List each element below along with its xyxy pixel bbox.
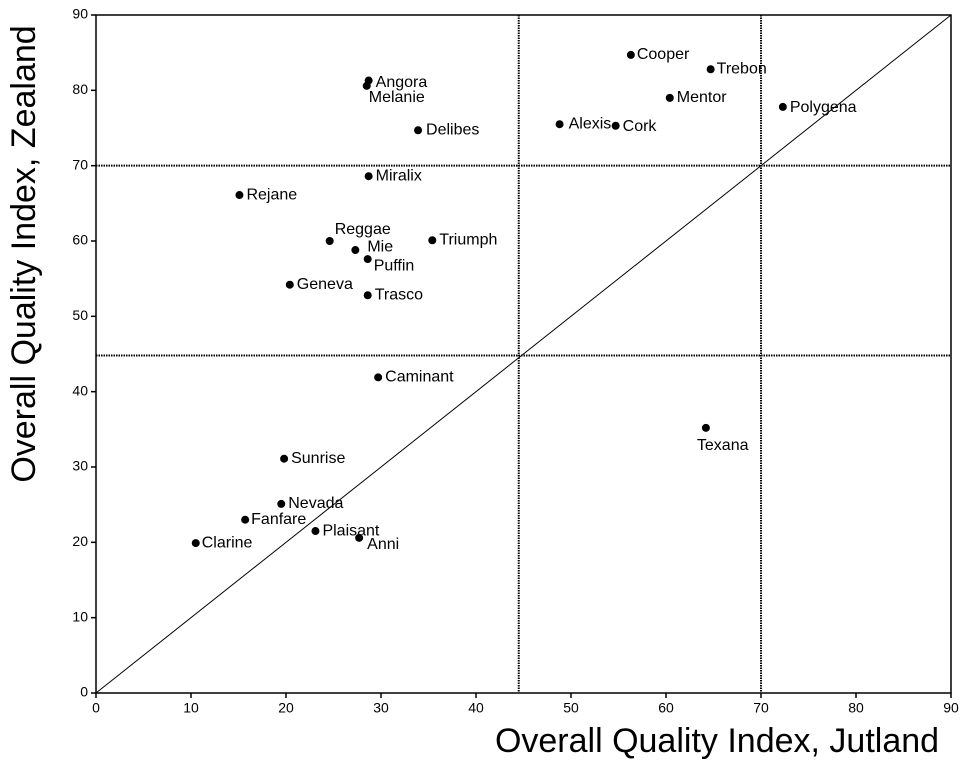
y-tick-label: 10: [72, 608, 88, 624]
point-label: Fanfare: [251, 511, 306, 528]
point-label: Anni: [367, 536, 399, 553]
x-tick-label: 70: [753, 700, 769, 716]
point: [355, 533, 364, 542]
point: [280, 454, 289, 463]
point-label: Rejane: [246, 186, 297, 203]
point-label: Alexis: [569, 115, 612, 132]
point-label: Cooper: [637, 46, 690, 63]
point: [706, 65, 715, 74]
y-tick-label: 60: [72, 232, 88, 248]
point-label: Mentor: [677, 89, 727, 106]
y-tick-label: 40: [72, 382, 88, 398]
point-label: Melanie: [369, 89, 425, 106]
diagonal-line: [95, 14, 952, 694]
point-label: Trebon: [717, 60, 767, 77]
point-label: Texana: [697, 437, 749, 454]
point-label: Geneva: [297, 276, 353, 293]
point-label: Trasco: [375, 286, 423, 303]
point: [374, 373, 383, 382]
point-label: Plaisant: [322, 522, 379, 539]
point: [285, 280, 294, 289]
point: [241, 515, 250, 524]
y-axis-title: Overall Quality Index, Zealand: [5, 25, 43, 482]
y-tick-label: 20: [72, 533, 88, 549]
point: [277, 499, 286, 508]
point: [235, 191, 244, 200]
point: [555, 120, 564, 129]
x-tick-label: 20: [278, 700, 294, 716]
point: [665, 93, 674, 102]
point: [191, 539, 200, 548]
point: [351, 246, 360, 255]
point-label: Clarine: [202, 534, 253, 551]
point: [701, 423, 710, 432]
x-tick-label: 30: [373, 700, 389, 716]
x-tick-label: 40: [468, 700, 484, 716]
point-label: Triumph: [439, 231, 497, 248]
point: [428, 236, 437, 245]
point: [362, 81, 371, 90]
x-tick-label: 60: [658, 700, 674, 716]
x-tick-label: 80: [848, 700, 864, 716]
point: [311, 527, 320, 536]
point-label: Polygena: [790, 99, 857, 116]
y-tick-label: 80: [72, 81, 88, 97]
y-tick-label: 0: [80, 684, 88, 700]
point: [626, 50, 635, 59]
point-label: Cork: [623, 118, 658, 135]
point: [778, 102, 787, 111]
y-tick-label: 50: [72, 307, 88, 323]
x-tick-label: 90: [943, 700, 959, 716]
y-tick-label: 30: [72, 458, 88, 474]
point-label: Caminant: [385, 369, 454, 386]
x-axis-title: Overall Quality Index, Jutland: [495, 722, 939, 760]
point-label: Nevada: [288, 495, 343, 512]
point-label: Reggae: [335, 221, 391, 238]
y-tick-label: 70: [72, 156, 88, 172]
point: [364, 172, 373, 181]
x-tick-label: 50: [563, 700, 579, 716]
point: [325, 237, 334, 245]
point-label: Puffin: [374, 257, 415, 274]
point: [611, 121, 620, 130]
point-label: Delibes: [426, 121, 479, 138]
point-label: Sunrise: [291, 450, 345, 467]
point: [363, 255, 372, 264]
x-tick-label: 10: [183, 700, 199, 716]
point: [414, 126, 423, 135]
point-label: Mie: [367, 238, 393, 255]
point-label: Angora: [376, 74, 428, 91]
plot-frame: [95, 14, 952, 694]
point-label: Miralix: [376, 167, 422, 184]
y-tick-label: 90: [72, 6, 88, 22]
x-tick-label: 0: [92, 700, 100, 716]
point: [363, 291, 372, 300]
